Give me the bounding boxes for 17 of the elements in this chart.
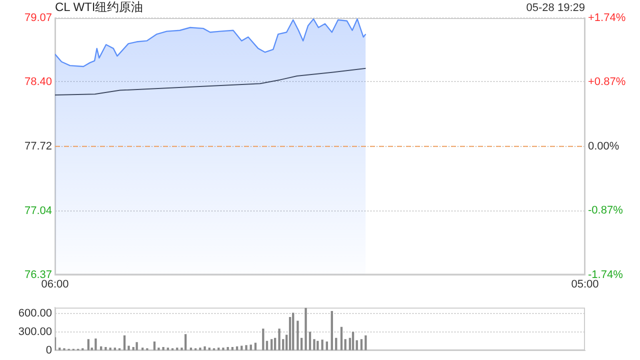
y-tick-label: 78.40	[24, 76, 52, 88]
y2-tick-label: 0.00%	[588, 140, 620, 152]
y-tick-label: 77.04	[24, 205, 52, 218]
chart-title: CL WTI纽约原油	[55, 0, 144, 14]
y-tick-label: 300.00	[18, 326, 52, 338]
text: 05-28 19:29	[526, 2, 585, 14]
y-tick-label: 0	[46, 344, 52, 356]
y-tick-label: 600.00	[18, 308, 52, 320]
x-tick-label: 06:00	[41, 278, 69, 290]
x-tick-label: 05:00	[571, 278, 599, 290]
y2-tick-label: +1.74%	[588, 12, 626, 24]
y2-tick-label: -1.74%	[588, 268, 624, 281]
y2-tick-label: +0.87%	[588, 76, 626, 88]
y-tick-label: 79.07	[24, 12, 52, 24]
y-tick-label: 77.72	[24, 140, 52, 152]
y-tick-label: 76.37	[24, 268, 52, 281]
y2-tick-label: -0.87%	[588, 204, 624, 217]
